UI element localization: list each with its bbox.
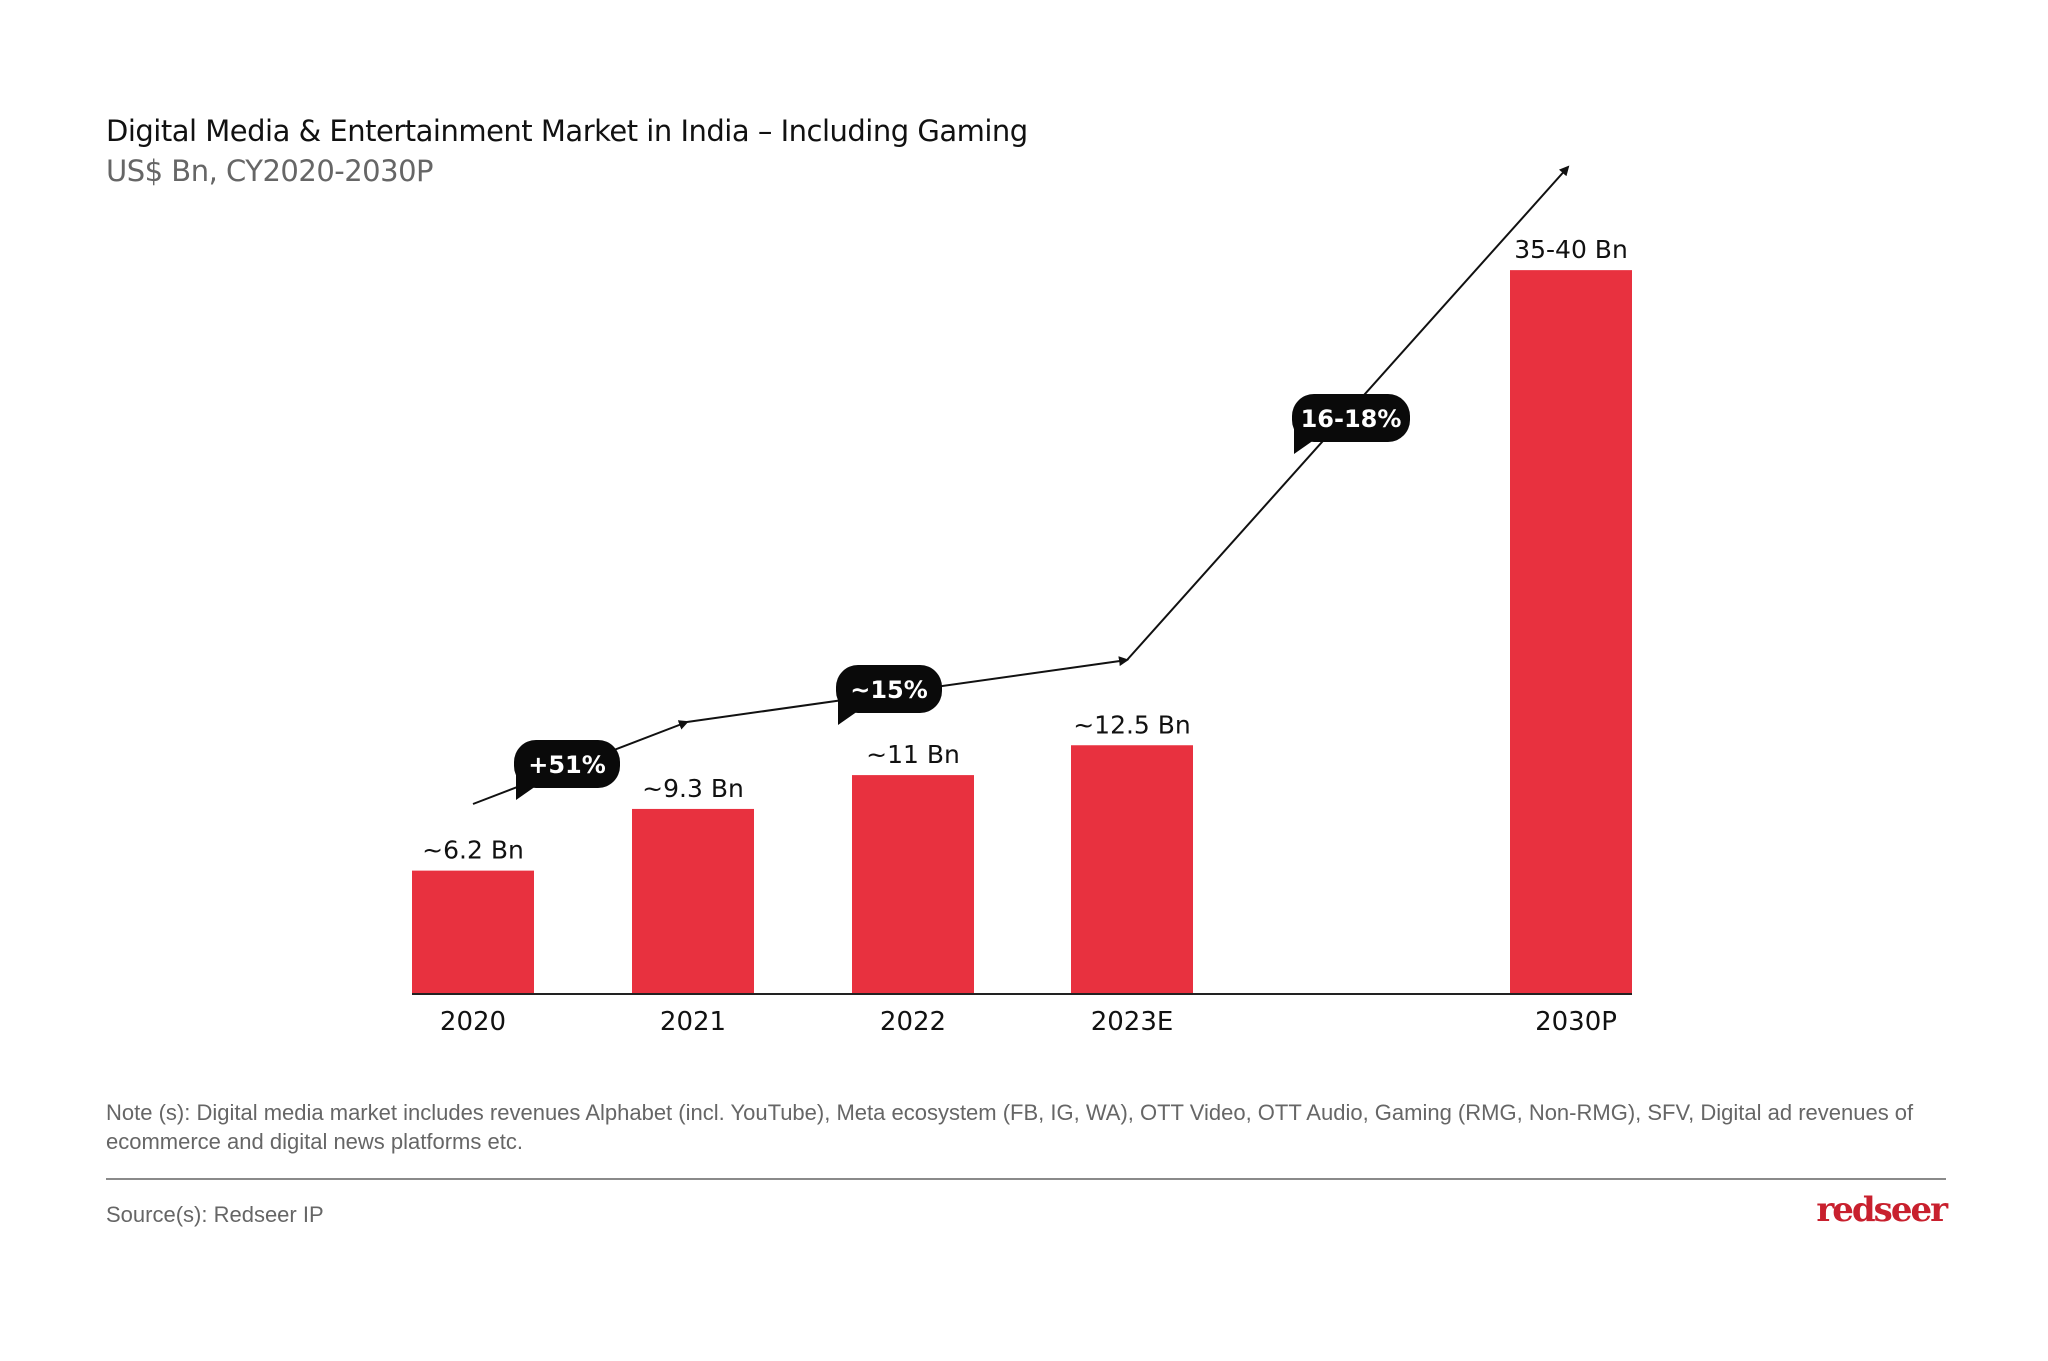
bar-2030P — [1510, 270, 1632, 994]
chart-subtitle: US$ Bn, CY2020-2030P — [106, 154, 434, 188]
growth-badge: ~15% — [836, 665, 942, 725]
data-label: 35-40 Bn — [1514, 235, 1628, 264]
data-label: ~12.5 Bn — [1073, 710, 1191, 739]
growth-badge: 16-18% — [1292, 394, 1410, 454]
divider — [106, 1178, 1946, 1180]
growth-label: +51% — [528, 751, 606, 779]
bar-2023E — [1071, 745, 1193, 994]
x-tick-label: 2021 — [660, 1007, 726, 1037]
badge-tail — [516, 764, 536, 800]
chart-title: Digital Media & Entertainment Market in … — [106, 114, 1028, 148]
bar-2022 — [852, 775, 974, 994]
x-tick-label: 2030P — [1535, 1007, 1617, 1037]
data-label: ~11 Bn — [866, 740, 960, 769]
growth-badge: +51% — [514, 740, 620, 800]
x-tick-label: 2020 — [440, 1007, 506, 1037]
source-text: Source(s): Redseer IP — [106, 1202, 324, 1227]
badge-tail — [1294, 418, 1314, 454]
x-tick-label: 2022 — [880, 1007, 946, 1037]
growth-label: ~15% — [850, 676, 928, 704]
footnote: Note (s): Digital media market includes … — [106, 1100, 1914, 1154]
bar-2020 — [412, 870, 534, 994]
data-label: ~9.3 Bn — [642, 774, 744, 803]
data-label: ~6.2 Bn — [422, 836, 524, 865]
bar-2021 — [632, 808, 754, 994]
redseer-logo: redseer — [1816, 1190, 1948, 1230]
badge-tail — [838, 689, 858, 725]
growth-label: 16-18% — [1301, 405, 1402, 433]
x-tick-label: 2023E — [1091, 1007, 1174, 1037]
